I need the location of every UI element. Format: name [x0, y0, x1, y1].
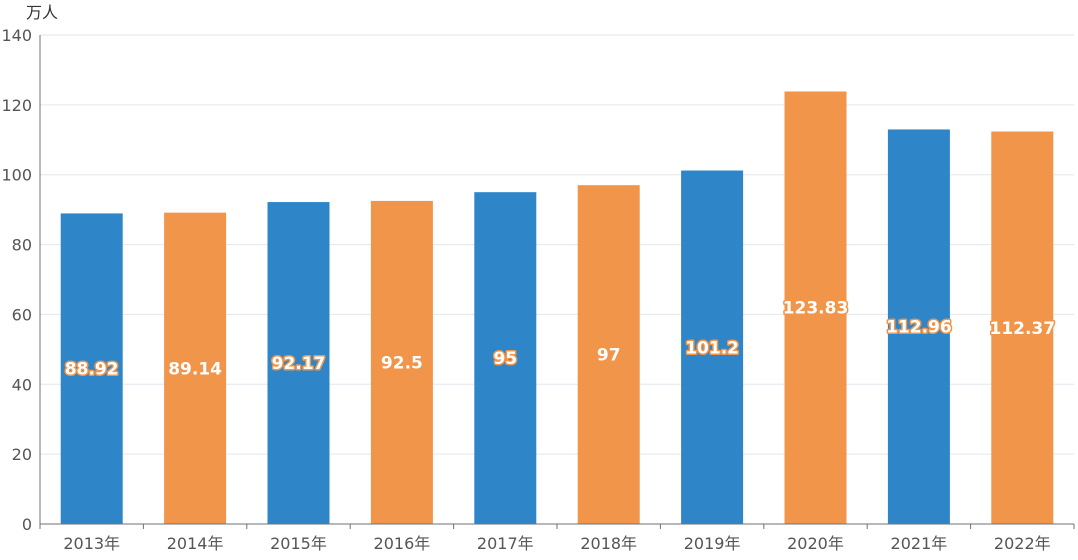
axes: 0 20 40 60 80 100 120 140 2013年 2014年 2015年 2016年 20…	[1, 26, 1075, 553]
x-tick-label: 2022年	[994, 534, 1051, 553]
y-tick-label: 40	[12, 375, 32, 394]
x-tick-label: 2018年	[580, 534, 637, 553]
y-tick-label: 120	[1, 96, 32, 115]
x-tick-label: 2016年	[374, 534, 431, 553]
bar	[370, 200, 433, 525]
data-label: 112.96	[886, 318, 952, 338]
bar	[267, 202, 330, 524]
data-label: 88.92	[65, 360, 119, 380]
x-tick-label: 2015年	[270, 534, 327, 553]
y-axis-unit-label: 万人	[26, 3, 58, 22]
bar	[164, 212, 227, 524]
bar	[681, 170, 744, 524]
bar	[784, 91, 847, 525]
bar	[474, 192, 537, 524]
bar	[577, 185, 640, 524]
y-tick-label: 100	[1, 166, 32, 185]
y-tick-label: 140	[1, 26, 32, 45]
x-tick-label: 2019年	[684, 534, 741, 553]
bar	[991, 131, 1054, 525]
bar	[60, 213, 123, 524]
y-tick-label: 60	[12, 305, 32, 324]
data-label: 112.37	[989, 319, 1055, 339]
data-label: 92.17	[272, 354, 326, 374]
x-tick-label: 2021年	[891, 534, 948, 553]
bars	[60, 91, 1054, 525]
bar	[887, 129, 950, 525]
y-tick-label: 0	[22, 515, 32, 534]
data-label: 101.2	[685, 338, 739, 358]
x-tick-label: 2017年	[477, 534, 534, 553]
data-labels: 88.92 89.14 92.17 92.5 95 97 101.2 123.83 112.96…	[63, 297, 1056, 381]
x-tick-label: 2020年	[787, 534, 844, 553]
x-tick-label: 2014年	[167, 534, 224, 553]
x-tick-label: 2013年	[63, 534, 120, 553]
y-tick-label: 80	[12, 236, 32, 255]
y-tick-label: 20	[12, 445, 32, 464]
data-label: 95	[493, 349, 517, 369]
data-label: 123.83	[783, 299, 849, 319]
data-label: 89.14	[168, 359, 222, 379]
data-label: 92.5	[381, 353, 423, 373]
data-label: 97	[597, 346, 621, 366]
